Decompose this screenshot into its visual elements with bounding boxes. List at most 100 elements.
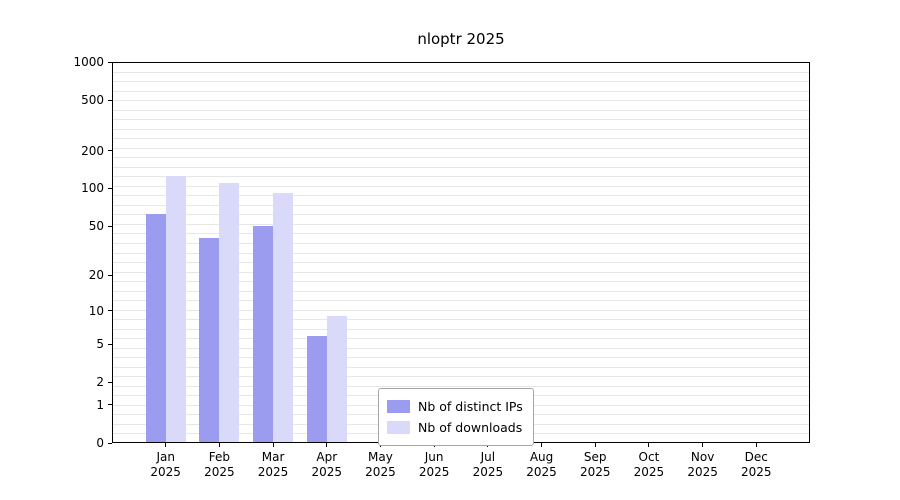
bar-nb-of-distinct-ips-jan (145, 213, 166, 442)
y-axis-tick-label: 100 (81, 181, 104, 196)
bar-nb-of-downloads-jan (165, 176, 186, 442)
x-axis-tick-label-dec: Dec 2025 (726, 450, 786, 480)
y-axis-tick-mark (108, 310, 112, 312)
x-axis-tick-mark (702, 443, 704, 447)
y-axis-tick-mark (108, 61, 112, 63)
x-tick-year: 2025 (204, 465, 235, 479)
legend-item-distinct-ips: Nb of distinct IPs (387, 396, 523, 417)
gridline (113, 204, 809, 206)
bar-nb-of-distinct-ips-feb (199, 238, 220, 442)
gridline (113, 290, 809, 292)
gridline (113, 385, 809, 387)
gridline (113, 185, 809, 187)
y-axis-tick-label: 1000 (73, 55, 104, 69)
chart-title: nloptr 2025 (417, 30, 505, 48)
gridline (113, 300, 809, 302)
x-axis-tick-label-mar: Mar 2025 (243, 450, 303, 480)
y-axis-tick-mark (108, 150, 112, 152)
gridline (113, 262, 809, 264)
x-tick-year: 2025 (741, 465, 772, 479)
y-axis-tick-label: 0 (96, 436, 104, 450)
x-axis-tick-label-feb: Feb 2025 (189, 450, 249, 480)
x-axis-tick-label-sep: Sep 2025 (565, 450, 625, 480)
x-axis-tick-label-jan: Jan 2025 (136, 450, 196, 480)
x-tick-year: 2025 (579, 465, 611, 479)
x-tick-month: Feb (208, 450, 230, 464)
gridline (113, 319, 809, 321)
x-axis-tick-label-jul: Jul 2025 (458, 450, 518, 480)
gridline (113, 214, 809, 216)
x-tick-year: 2025 (257, 465, 289, 479)
y-axis-tick-mark (108, 225, 112, 227)
y-axis-tick-mark (108, 274, 112, 276)
x-tick-year: 2025 (633, 465, 665, 479)
gridline (113, 71, 809, 73)
y-axis-tick-mark (108, 343, 112, 345)
x-tick-month: Nov (690, 450, 715, 464)
x-tick-year: 2025 (311, 465, 343, 479)
y-axis-tick-mark (108, 404, 112, 406)
x-tick-year: 2025 (418, 465, 450, 479)
x-axis-tick-mark (648, 443, 650, 447)
x-axis-tick-mark (326, 443, 328, 447)
bar-nb-of-downloads-mar (273, 193, 294, 442)
gridline (113, 271, 809, 273)
x-tick-month: May (368, 450, 393, 464)
x-tick-month: Aug (529, 450, 554, 464)
y-axis-tick-label: 50 (88, 219, 104, 234)
legend-swatch-distinct-ips (387, 400, 410, 413)
legend-label-downloads: Nb of downloads (418, 420, 523, 435)
x-axis-tick-label-apr: Apr 2025 (297, 450, 357, 480)
x-axis-tick-mark (272, 443, 274, 447)
bar-nb-of-downloads-feb (219, 183, 240, 442)
gridline (113, 338, 809, 340)
gridline (113, 100, 809, 102)
y-axis-tick-label: 20 (88, 268, 104, 283)
x-tick-month: Oct (638, 450, 660, 464)
y-axis-tick-label: 1 (96, 397, 104, 412)
gridline (113, 281, 809, 283)
gridline (113, 81, 809, 83)
x-axis-tick-label-aug: Aug 2025 (512, 450, 572, 480)
y-axis-tick-mark (108, 99, 112, 101)
x-tick-month: Jul (480, 450, 496, 464)
gridline (113, 119, 809, 121)
gridline (113, 157, 809, 159)
x-axis-tick-mark (165, 443, 167, 447)
x-tick-year: 2025 (150, 465, 181, 479)
gridline (113, 233, 809, 235)
y-axis-tick-label: 500 (81, 93, 104, 108)
x-axis-tick-mark (541, 443, 543, 447)
gridline (113, 176, 809, 178)
x-axis-tick-label-may: May 2025 (350, 450, 410, 480)
x-tick-month: Apr (316, 450, 338, 464)
y-axis-tick-label: 10 (88, 303, 104, 318)
gridline (113, 166, 809, 168)
x-axis-tick-label-jun: Jun 2025 (404, 450, 464, 480)
x-tick-month: Jun (424, 450, 444, 464)
gridline (113, 128, 809, 130)
x-tick-month: Jan (156, 450, 175, 464)
y-axis-tick-mark (108, 442, 112, 444)
x-tick-year: 2025 (472, 465, 504, 479)
y-axis-tick-label: 200 (81, 143, 104, 158)
bar-nb-of-distinct-ips-apr (306, 335, 327, 442)
gridline (113, 328, 809, 330)
x-tick-year: 2025 (365, 465, 396, 479)
gridline (113, 109, 809, 111)
legend: Nb of distinct IPs Nb of downloads (378, 388, 534, 446)
bar-nb-of-downloads-apr (326, 316, 347, 442)
x-axis-tick-mark (755, 443, 757, 447)
gridline (113, 147, 809, 149)
gridline (113, 309, 809, 311)
x-tick-year: 2025 (526, 465, 557, 479)
x-tick-month: Mar (261, 450, 285, 464)
x-axis-tick-mark (218, 443, 220, 447)
x-tick-month: Dec (744, 450, 768, 464)
gridline (113, 223, 809, 225)
legend-item-downloads: Nb of downloads (387, 417, 523, 438)
gridline (113, 242, 809, 244)
gridline (113, 195, 809, 197)
gridline (113, 366, 809, 368)
